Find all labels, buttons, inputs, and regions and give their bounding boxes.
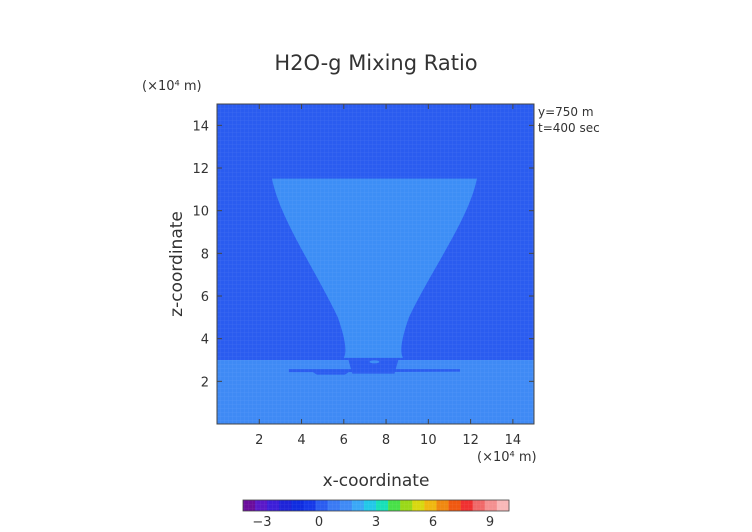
grid-texture: [217, 104, 534, 424]
y-tick-label: 12: [192, 162, 209, 177]
y-tick-label: 14: [192, 119, 209, 134]
x-tick-label: 4: [297, 433, 305, 448]
colorbar-labels: −3 0 3 6 9: [252, 515, 494, 530]
colorbar-texture: [243, 500, 509, 511]
x-axis-label: x-coordinate: [323, 471, 430, 491]
y-tick-label: 2: [201, 375, 209, 390]
colorbar: [242, 499, 510, 512]
colorbar-tick-label: 9: [486, 515, 494, 530]
mixing-ratio-field: [217, 104, 534, 424]
chart-title: H2O-g Mixing Ratio: [274, 51, 477, 75]
colorbar-tick-label: 0: [315, 515, 323, 530]
x-unit-label: (×10⁴ m): [477, 450, 537, 465]
colorbar-tick-label: −3: [252, 515, 271, 530]
colorbar-tick-label: 3: [372, 515, 380, 530]
y-axis-label: z-coordinate: [167, 211, 187, 317]
colorbar-frame: [242, 499, 510, 512]
y-tick-label: 6: [201, 290, 209, 305]
x-tick-label: 2: [255, 433, 263, 448]
x-axis: 2 4 6 8 10 12 14: [255, 104, 521, 448]
y-tick-label: 10: [192, 205, 209, 220]
x-tick-label: 8: [382, 433, 390, 448]
plot-frame: [216, 103, 535, 425]
annotation-y: y=750 m: [538, 105, 594, 119]
x-tick-label: 14: [505, 433, 522, 448]
x-tick-label: 12: [462, 433, 479, 448]
y-unit-label: (×10⁴ m): [142, 79, 202, 94]
x-tick-label: 6: [340, 433, 348, 448]
y-axis: 2 4 6 8 10 12 14: [192, 119, 534, 390]
x-tick-label: 10: [420, 433, 437, 448]
annotation-t: t=400 sec: [538, 121, 600, 135]
y-tick-label: 8: [201, 247, 209, 262]
y-tick-label: 4: [201, 333, 209, 348]
colorbar-tick-label: 6: [429, 515, 437, 530]
